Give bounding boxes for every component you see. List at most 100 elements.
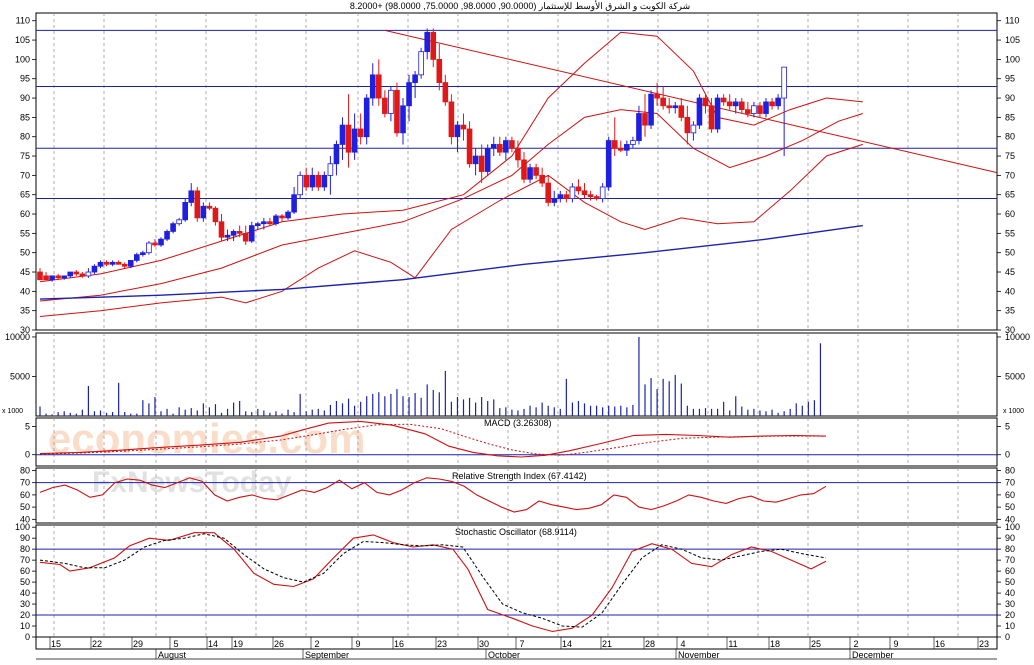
candle-body <box>436 58 443 83</box>
bollinger-upper <box>39 31 863 283</box>
candle-body <box>605 140 612 188</box>
candle-body <box>194 190 201 219</box>
price-tick-label-right: 100 <box>1005 54 1020 64</box>
price-tick-label-right: 80 <box>1005 132 1015 142</box>
candle-body <box>448 101 455 138</box>
stochastic-tick-label-right: 60 <box>1005 566 1015 576</box>
candle-body <box>775 97 781 107</box>
candle-body <box>678 105 685 118</box>
candle-body <box>79 273 86 277</box>
trendline <box>384 29 998 174</box>
candle-body <box>660 97 666 107</box>
stochastic-tick-label-left: 0 <box>25 632 30 642</box>
candle-body <box>382 97 388 114</box>
candle-body <box>309 174 316 188</box>
candle-body <box>533 167 539 176</box>
candle-body <box>91 265 98 273</box>
chart-title: شركة الكويت و الشرق الأوسط للإستثمار (90… <box>350 0 690 12</box>
price-tick-label-left: 100 <box>15 54 30 64</box>
x-day-label: 15 <box>51 639 61 649</box>
candle-body <box>515 147 521 161</box>
price-panel: 30 30 35 35 40 40 45 45 50 50 55 55 60 60 65 65 70 70 75 75… <box>15 12 1020 335</box>
candle-body <box>781 66 787 99</box>
price-tick-label-right: 110 <box>1005 16 1019 26</box>
candle-body <box>248 225 255 242</box>
candle-body <box>654 93 660 99</box>
candle-body <box>206 205 213 209</box>
candle-body <box>630 140 636 145</box>
candle-body <box>696 97 703 126</box>
price-tick-label-right: 50 <box>1005 248 1015 258</box>
bollinger-lower <box>39 143 863 317</box>
macd-tick-label-right: 5 <box>1005 421 1010 431</box>
stochastic-tick-label-right: 70 <box>1005 555 1015 565</box>
candle-body <box>763 101 769 114</box>
x-day-label: 2 <box>853 639 858 649</box>
candle-body <box>490 144 497 149</box>
x-day-label: 5 <box>173 639 178 649</box>
candle-body <box>478 155 485 172</box>
stochastic-tick-label-left: 100 <box>15 522 30 532</box>
macd-tick-label-right: 0 <box>1005 450 1010 460</box>
stochastic-tick-label-right: 40 <box>1005 588 1015 598</box>
price-tick-label-right: 40 <box>1005 286 1015 296</box>
candle-body <box>254 223 261 227</box>
candle-body <box>412 74 418 83</box>
candle-body <box>345 124 352 153</box>
candle-body <box>182 202 189 221</box>
candle-body <box>55 275 61 279</box>
moving-average-long <box>39 224 863 300</box>
candle-body <box>539 174 545 184</box>
candle-body <box>164 231 170 240</box>
x-axis: 15 22 29 5 14 19 26 2 9 16 23 30 7 14 21 28 4 11 18 25 2 9 16 2… <box>35 636 998 660</box>
volume-unit-left: x 1000 <box>2 408 23 415</box>
candle-body <box>357 128 364 138</box>
x-day-label: 7 <box>519 639 524 649</box>
price-tick-label-right: 55 <box>1005 228 1015 238</box>
candle-body <box>321 174 328 188</box>
candle-body <box>176 219 182 225</box>
price-tick-label-left: 110 <box>16 16 30 26</box>
candle-body <box>563 194 570 199</box>
x-day-label: 4 <box>680 639 685 649</box>
macd-panel: 0 0 5 5 <box>25 417 1010 467</box>
candle-body <box>158 238 164 246</box>
rsi-frame <box>35 467 998 524</box>
stochastic-tick-label-right: 90 <box>1005 533 1015 543</box>
candle-body <box>424 31 430 53</box>
candle-body <box>757 105 763 114</box>
candle-body <box>745 109 751 114</box>
rsi-tick-label-left: 70 <box>20 478 30 488</box>
candle-body <box>557 194 564 199</box>
candle-body <box>152 242 158 246</box>
candle-body <box>333 144 340 165</box>
candle-body <box>394 89 400 134</box>
candle-body <box>67 271 74 277</box>
candle-body <box>369 74 376 99</box>
candle-body <box>37 271 43 281</box>
price-frame <box>35 12 998 331</box>
rsi-tick-label-right: 70 <box>1005 478 1015 488</box>
candle-body <box>297 174 303 196</box>
candle-body <box>103 261 110 265</box>
candle-body <box>97 261 104 267</box>
candle-body <box>212 207 219 223</box>
candle-body <box>618 147 624 151</box>
rsi-tick-label-left: 60 <box>20 490 30 500</box>
candle-body <box>279 215 285 219</box>
price-tick-label-left: 65 <box>20 190 30 200</box>
candle-body <box>636 113 642 141</box>
candle-body <box>751 105 757 114</box>
x-day-label: 9 <box>893 639 898 649</box>
x-day-label: 14 <box>562 639 572 649</box>
volume-tick-label-left: 5000 <box>10 371 30 381</box>
candle-body <box>224 234 231 238</box>
candle-body <box>732 101 739 107</box>
candle-body <box>285 211 291 219</box>
candle-body <box>611 140 618 149</box>
bollinger-middle <box>39 109 863 302</box>
candle-body <box>442 82 449 103</box>
volume-unit-right: x 1000 <box>1003 408 1024 415</box>
